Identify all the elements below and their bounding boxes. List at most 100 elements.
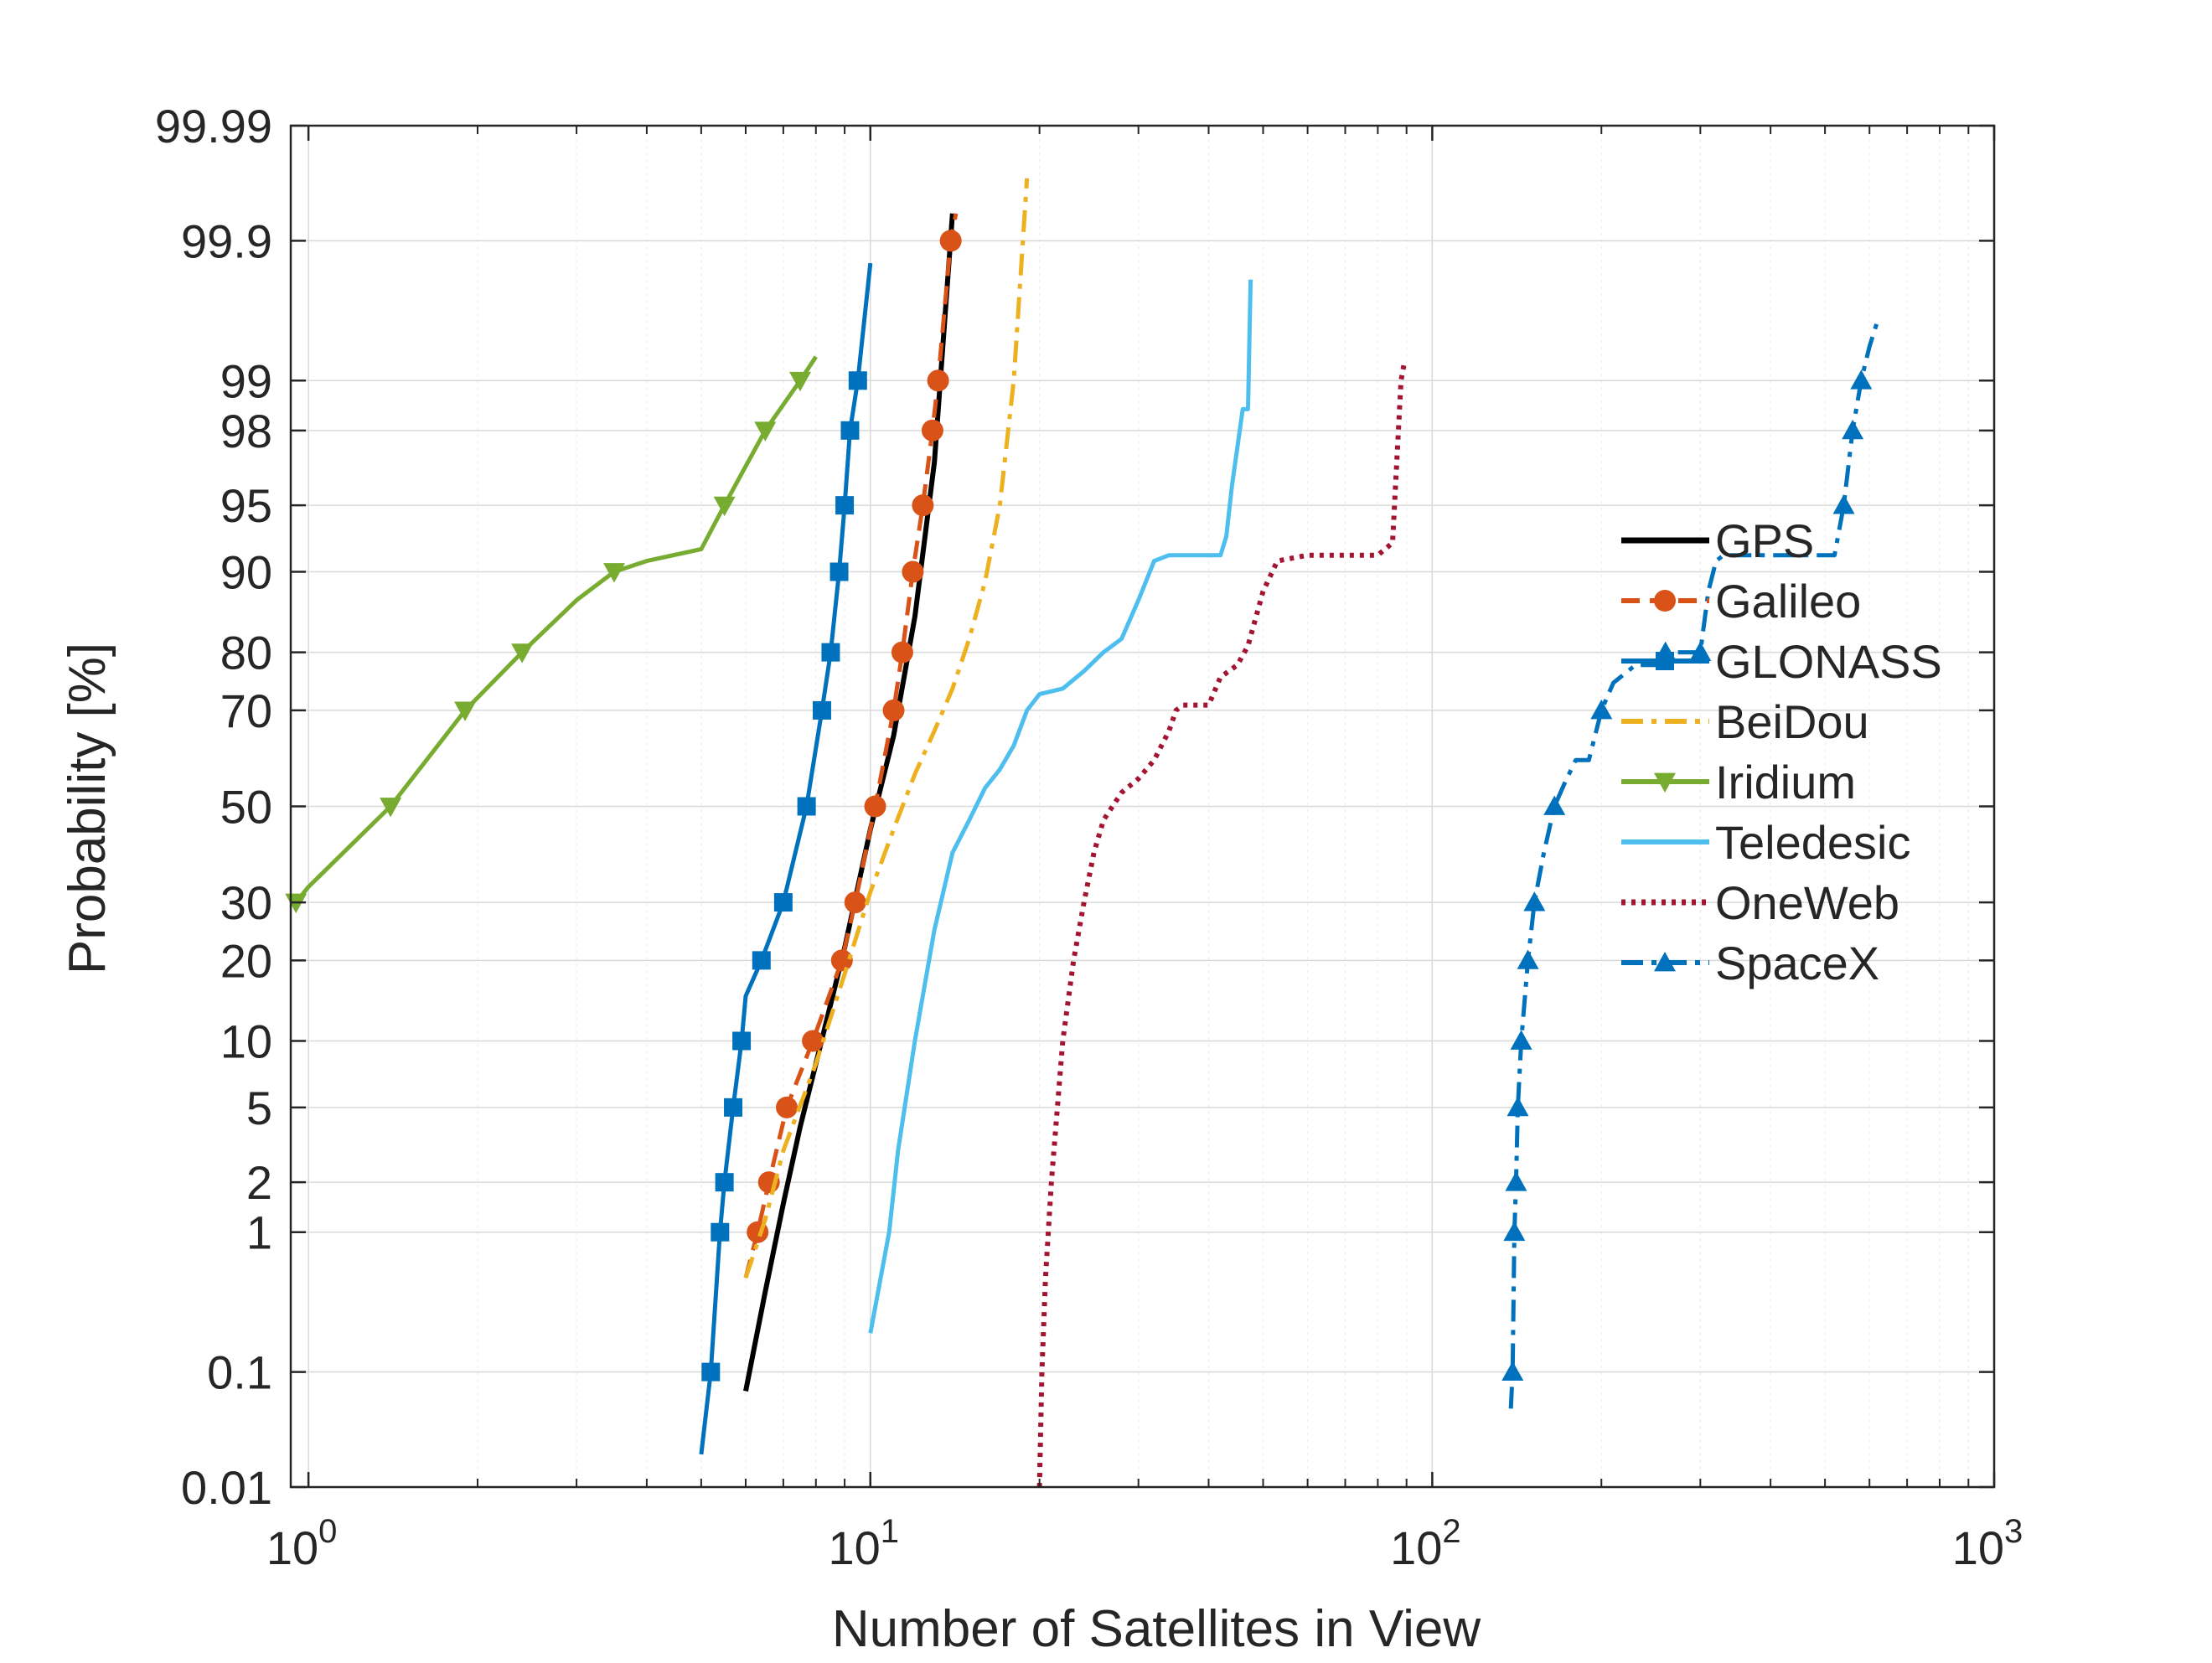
series-line-iridium: [294, 355, 818, 904]
x-tick-label: 100: [266, 1513, 338, 1574]
legend-label-galileo: Galileo: [1715, 575, 1861, 627]
marker-glonass: [821, 643, 840, 662]
y-tick-label: 30: [220, 876, 272, 929]
y-tick-label: 95: [220, 479, 272, 532]
y-tick-label: 1: [246, 1206, 272, 1259]
y-tick-label: 99: [220, 354, 272, 407]
marker-glonass: [701, 1362, 721, 1382]
series-line-oneweb: [1036, 364, 1407, 1488]
x-tick-label: 101: [828, 1513, 899, 1574]
legend-item-iridium: Iridium: [1621, 756, 1856, 808]
marker-spacex: [1832, 494, 1855, 514]
marker-glonass: [830, 562, 849, 581]
legend-item-glonass: GLONASS: [1621, 635, 1942, 688]
legend-label-spacex: SpaceX: [1715, 937, 1879, 989]
marker-galileo: [891, 641, 913, 664]
y-tick-label: 70: [220, 684, 272, 737]
series-layer: [285, 178, 1880, 1488]
x-tick-label: 103: [1952, 1513, 2023, 1574]
y-tick-label: 99.99: [155, 100, 272, 152]
marker-galileo: [864, 795, 886, 818]
marker-iridium: [380, 798, 402, 818]
legend: GPS Galileo GLONASS BeiDou Iridium Teledesic O…: [1621, 514, 1942, 989]
y-tick-label: 90: [220, 546, 272, 599]
y-tick-label: 99.9: [181, 214, 272, 267]
marker-glonass: [773, 893, 793, 912]
marker-iridium: [713, 496, 736, 517]
marker-glonass: [732, 1031, 752, 1051]
marker-galileo: [921, 419, 943, 442]
marker-galileo: [776, 1096, 798, 1118]
marker-galileo: [844, 891, 866, 914]
legend-label-teledesic: Teledesic: [1715, 816, 1910, 869]
legend-marker-galileo: [1654, 590, 1676, 612]
y-tick-label: 5: [246, 1082, 272, 1134]
marker-spacex: [1850, 369, 1873, 390]
x-axis-title: Number of Satellites in View: [832, 1600, 1481, 1658]
y-axis-title: Probability [%]: [59, 643, 116, 974]
series-beidou: [743, 178, 1030, 1278]
marker-galileo: [830, 949, 853, 972]
marker-glonass: [797, 797, 816, 816]
marker-spacex: [1689, 641, 1712, 662]
marker-glonass: [835, 496, 855, 515]
legend-label-iridium: Iridium: [1715, 756, 1856, 808]
marker-glonass: [724, 1097, 743, 1117]
series-line-galileo: [743, 213, 959, 1278]
marker-iridium: [511, 643, 534, 664]
legend-label-glonass: GLONASS: [1715, 635, 1942, 688]
series-iridium: [285, 355, 818, 914]
y-tick-label: 50: [220, 781, 272, 834]
series-oneweb: [1036, 364, 1407, 1488]
marker-spacex: [1517, 949, 1539, 969]
legend-marker-spacex: [1654, 952, 1676, 972]
marker-galileo: [939, 230, 962, 252]
marker-glonass: [715, 1173, 734, 1192]
legend-label-gps: GPS: [1715, 514, 1814, 567]
marker-glonass: [848, 371, 867, 390]
marker-glonass: [812, 700, 831, 720]
marker-iridium: [754, 421, 777, 442]
marker-galileo: [927, 369, 949, 392]
series-teledesic: [868, 279, 1253, 1334]
marker-spacex: [1505, 1171, 1527, 1191]
series-gps: [743, 213, 955, 1392]
marker-glonass: [752, 951, 771, 970]
marker-spacex: [1590, 699, 1613, 720]
label-layer: Number of Satellites in View Probability…: [59, 643, 1481, 1658]
marker-spacex: [1503, 1221, 1526, 1242]
marker-glonass: [711, 1222, 730, 1242]
y-tick-label: 80: [220, 627, 272, 679]
legend-label-oneweb: OneWeb: [1715, 876, 1899, 929]
legend-item-spacex: SpaceX: [1621, 937, 1879, 989]
legend-item-oneweb: OneWeb: [1621, 876, 1899, 929]
marker-spacex: [1523, 891, 1546, 912]
series-line-beidou: [743, 178, 1030, 1278]
marker-galileo: [802, 1030, 824, 1052]
series-line-gps: [743, 213, 955, 1392]
legend-item-beidou: BeiDou: [1621, 695, 1869, 748]
marker-iridium: [454, 701, 477, 721]
marker-iridium: [285, 893, 308, 914]
legend-label-beidou: BeiDou: [1715, 695, 1869, 748]
legend-item-galileo: Galileo: [1621, 575, 1861, 627]
marker-spacex: [1507, 1096, 1529, 1117]
y-tick-label: 10: [220, 1015, 272, 1067]
y-tick-label: 98: [220, 405, 272, 457]
y-tick-label: 20: [220, 934, 272, 987]
marker-spacex: [1543, 795, 1566, 815]
legend-item-gps: GPS: [1621, 514, 1814, 567]
marker-galileo: [912, 494, 934, 517]
legend-item-teledesic: Teledesic: [1621, 816, 1910, 869]
series-line-teledesic: [868, 279, 1253, 1334]
marker-glonass: [840, 421, 860, 440]
series-glonass: [699, 262, 873, 1455]
marker-spacex: [1842, 419, 1864, 440]
marker-iridium: [788, 371, 811, 392]
marker-spacex: [1501, 1361, 1524, 1382]
y-tick-label: 0.1: [207, 1346, 272, 1399]
legend-marker-iridium: [1654, 772, 1676, 793]
